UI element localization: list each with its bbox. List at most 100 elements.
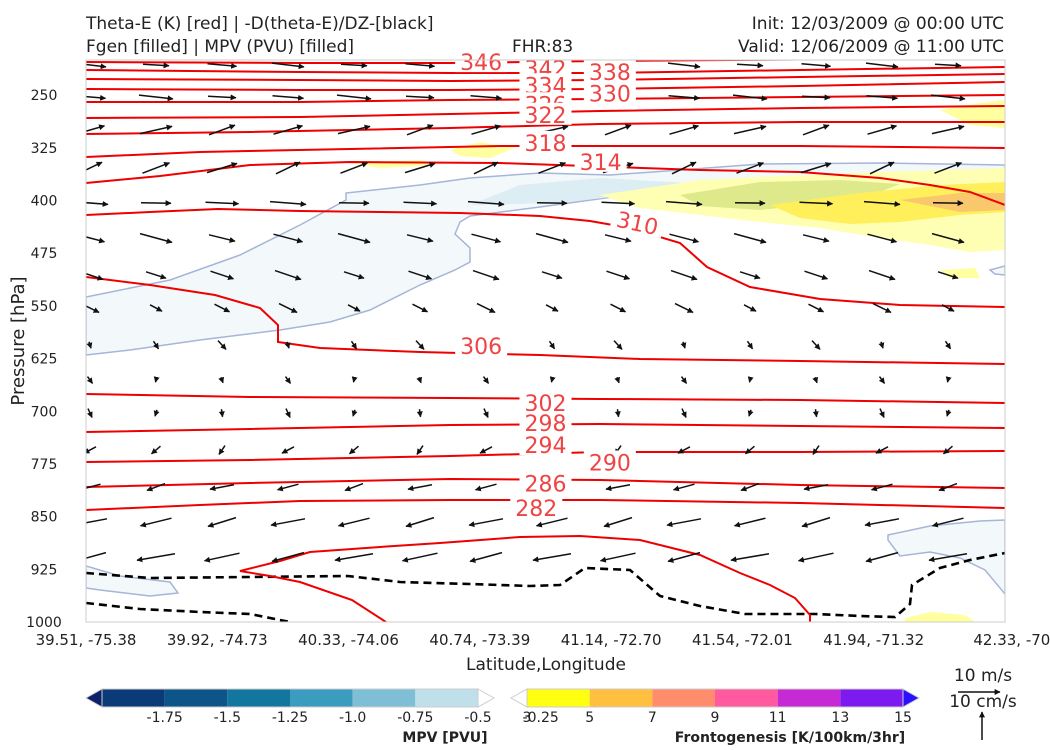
wind-vector [270,518,306,528]
y-tick-label: 925 [31,562,58,578]
wind-vector [214,303,231,313]
wind-vector [535,517,568,528]
wind-vector [801,94,831,101]
wind-vector [340,161,369,174]
wind-vector [808,303,825,313]
y-tick-label: 475 [31,246,58,262]
colorbar-swatch [164,689,228,707]
wind-vector [934,161,963,174]
colorbar-swatch [715,689,778,707]
wind-vector [538,161,567,174]
colorbar-swatch [589,689,653,707]
colorbar-tick: 15 [894,710,912,726]
wind-vector [736,62,764,69]
wind-vector [535,232,569,244]
colorbar-tick: -0.5 [464,710,491,726]
contour-label-bg [455,333,508,356]
wind-vector [404,162,436,174]
wind-vector [605,484,631,492]
wind-vector [473,161,499,175]
x-tick-label: 41.54, -72.01 [692,631,793,649]
wind-vector [944,340,952,350]
colorbar-swatch [652,689,715,707]
wind-vector [468,518,504,528]
wind-vector [275,161,301,175]
colorbar-end [477,688,496,708]
wind-vector [416,445,424,455]
wind-vector [406,124,434,136]
wind-vector [532,553,572,563]
colorbar-outline [526,688,904,708]
contour-label: 346 [460,51,502,76]
wind-vector [937,271,959,280]
contour-label: 306 [460,335,502,360]
wind-vector [86,124,106,132]
contour-label-bg [583,59,636,82]
wind-vector [803,484,829,492]
wind-vector [867,233,898,244]
wind-vector [337,232,371,244]
y-axis-label: Pressure [hPa] [8,276,29,405]
wind-vector [868,269,896,281]
wind-vector [401,552,438,563]
forecast-hour: FHR:83 [512,37,574,57]
wind-vector [416,409,423,418]
wind-vector [207,516,237,528]
contour-label-bg [519,56,572,79]
colorbar-end [84,688,103,708]
wind-vector [614,376,621,384]
contour-label: 314 [580,151,622,176]
wind-vector [153,376,160,383]
wind-vector [278,302,298,314]
wind-vector [408,270,433,280]
wind-vector [733,517,766,528]
wind-vector [681,408,687,418]
wind-vector [601,200,636,207]
x-axis-label: Latitude,Longitude [466,655,626,675]
fgen-colorbar: 3 5 7 9 11 13 15 [509,688,921,726]
wind-vector [153,409,160,417]
wind-vector [351,376,358,383]
wind-vector [800,162,832,174]
wind-vector [284,376,292,384]
wind-vector [86,94,107,101]
x-tick-label: 39.51, -75.38 [36,631,137,649]
y-tick-label: 400 [31,194,58,210]
wind-vector [218,445,226,455]
wind-vector [142,62,170,69]
wind-vector [870,483,893,492]
x-tick-label: 40.33, -74.06 [298,631,399,649]
colorbar-end [509,688,528,708]
wind-vector [273,233,304,244]
wind-vector [471,233,502,244]
wind-vector [603,516,633,528]
wind-vector [740,482,760,492]
contour-label-bg [519,102,572,125]
contour-label-bg [519,130,572,153]
contour-label: 322 [525,104,567,129]
wind-vector [934,62,962,69]
wind-vector [203,552,240,563]
contour-label-bg [510,496,563,519]
wind-vector [403,200,438,207]
colorbar-tick: 7 [648,710,657,726]
wind-vector [812,376,819,384]
vector-legend: 10 m/s 10 cm/s [949,666,1017,740]
wind-vector [284,341,291,349]
wind-vector [666,518,702,528]
colorbar-tick: -0.25 [523,710,559,726]
wind-vector [739,271,761,280]
wind-vector [797,552,834,563]
wind-vector [208,234,236,243]
wind-vector [614,409,621,418]
wind-vector [479,446,493,454]
wind-vector [733,232,767,244]
contour-label-bg [519,471,572,494]
contour-label-bg [519,73,572,96]
wind-vector [142,161,171,174]
wind-vector [217,340,227,350]
wind-vector [415,340,425,350]
wind-vector [945,409,952,417]
vector-legend-vertical: 10 cm/s [949,692,1017,712]
wind-vector [483,408,489,418]
